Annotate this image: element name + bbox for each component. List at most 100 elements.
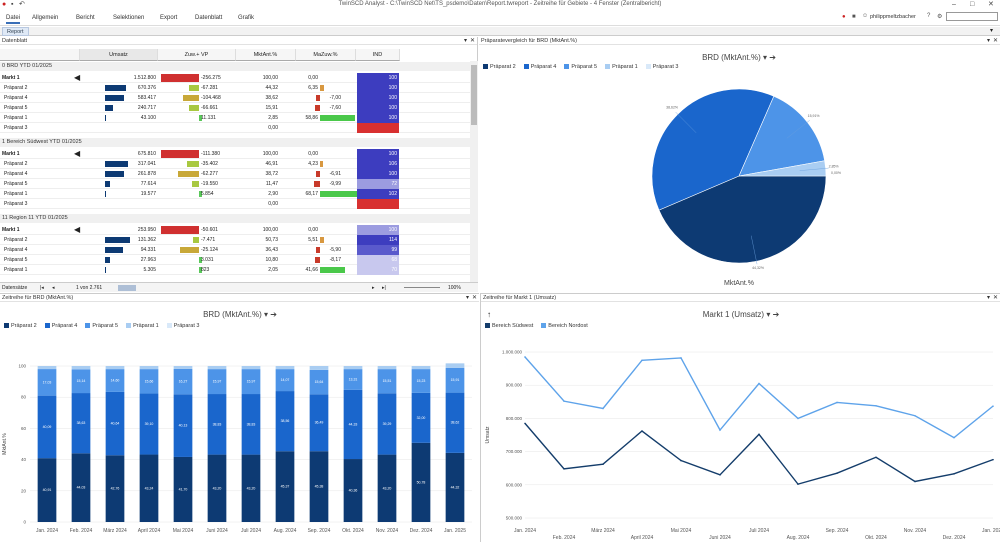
menu-grafik[interactable]: Grafik — [238, 15, 255, 21]
ind-value: 100 — [357, 113, 399, 123]
undo-icon[interactable]: ↶ — [19, 1, 25, 8]
bar-segment — [309, 394, 329, 452]
line-measure-selector[interactable]: Markt 1 (Umsatz) ▾ ➔ — [661, 310, 821, 319]
pie-measure-selector[interactable]: BRD (MktAnt.%) ▾ ➔ — [659, 53, 819, 62]
legend-item[interactable]: Präparat 2 — [483, 64, 516, 70]
table-row[interactable]: Präparat 1 5.305 823 2,05 41,66 70 — [0, 265, 470, 275]
table-row[interactable]: Präparat 5 240.717 -66.661 15,91 -7,60 100 — [0, 103, 470, 113]
table-row[interactable]: Präparat 5 77.614 -19.550 11,47 -9,99 72 — [0, 179, 470, 189]
tabs-dropdown-icon[interactable]: ▾ — [990, 28, 994, 34]
legend-item[interactable]: Präparat 5 — [564, 64, 597, 70]
arrow-right-icon[interactable]: ➔ — [772, 310, 780, 319]
bar-segment — [275, 391, 295, 452]
panel-close-icon[interactable]: ✕ — [471, 295, 477, 301]
pin-icon[interactable]: ▾ — [465, 295, 469, 301]
zuw-value: -35.402 — [201, 161, 218, 167]
prev-record-button[interactable]: ◂ — [52, 285, 55, 291]
menu-datenblatt[interactable]: Datenblatt — [195, 15, 223, 21]
legend-item[interactable]: Präparat 5 — [85, 323, 118, 329]
column-header-maz[interactable]: MaZuw.% — [296, 49, 356, 61]
column-header-umsatz[interactable]: Umsatz — [80, 49, 158, 61]
line-selector-label: Markt 1 (Umsatz) — [702, 310, 765, 319]
column-header-zuw[interactable]: Zuw.+ VP — [158, 49, 236, 61]
group-header[interactable]: 11 Region 11 YTD 01/2025 — [0, 214, 470, 223]
table-row[interactable]: Markt 1 ◀ 253.950 -50.601 100,00 0,00 100 — [0, 225, 470, 235]
table-row[interactable]: Präparat 2 317.041 -35.402 46,91 4,23 106 — [0, 159, 470, 169]
collapse-arrow-icon[interactable]: ◀ — [74, 149, 81, 158]
bar-segment — [105, 369, 125, 392]
help-icon[interactable]: ? — [927, 13, 931, 19]
zoom-slider[interactable] — [404, 287, 440, 288]
legend-label: Präparat 4 — [530, 64, 557, 70]
row-label: Präparat 4 — [4, 95, 28, 101]
column-header-mkt[interactable]: MktAnt.% — [236, 49, 296, 61]
bar-segment — [71, 369, 91, 394]
bar-measure-selector[interactable]: BRD (MktAnt.%) ▾ ➔ — [160, 310, 320, 319]
first-record-button[interactable]: |◂ — [40, 285, 44, 291]
legend-item[interactable]: Präparat 4 — [44, 323, 77, 329]
pie-data-label: 15,91% — [808, 114, 820, 118]
save-icon[interactable]: ▪ — [11, 1, 14, 8]
collapse-arrow-icon[interactable]: ◀ — [74, 225, 81, 234]
legend-item[interactable]: Präparat 1 — [126, 323, 159, 329]
legend-item[interactable]: Präparat 3 — [166, 323, 200, 329]
menu-datei[interactable]: Datei — [6, 15, 21, 24]
stop-icon[interactable]: ■ — [852, 14, 856, 20]
menu-export[interactable]: Export — [160, 15, 178, 21]
menu-bericht[interactable]: Bericht — [76, 15, 95, 21]
table-row[interactable]: Präparat 2 131.362 -7.471 50,73 5,51 114 — [0, 235, 470, 245]
panel-close-icon[interactable]: ✕ — [469, 38, 475, 44]
table-row[interactable]: Präparat 1 43.100 11.131 2,85 58,86 100 — [0, 113, 470, 123]
menu-allgemein[interactable]: Allgemein — [32, 15, 59, 21]
tab-report[interactable]: Report — [2, 27, 29, 36]
legend-item[interactable]: Bereich Südwest — [485, 323, 533, 329]
table-row[interactable]: Markt 1 ◀ 675.810 -111.380 100,00 0,00 100 — [0, 149, 470, 159]
panel-close-icon[interactable]: ✕ — [992, 38, 998, 44]
arrow-right-icon[interactable]: ➔ — [270, 310, 277, 319]
group-header[interactable]: 1 Bereich Südwest YTD 01/2025 — [0, 138, 470, 147]
table-row[interactable]: Präparat 4 94.331 -25.124 36,43 -5,90 99 — [0, 245, 470, 255]
legend-item[interactable]: Präparat 2 — [4, 323, 37, 329]
panel-close-icon[interactable]: ✕ — [992, 295, 998, 301]
data-point — [914, 414, 916, 417]
last-record-button[interactable]: ▸| — [382, 285, 386, 291]
table-row[interactable]: Präparat 5 27.963 3.031 10,80 -8,17 68 — [0, 255, 470, 265]
legend-label: Präparat 3 — [173, 323, 200, 329]
scrollbar-thumb[interactable] — [471, 65, 477, 125]
search-input[interactable] — [946, 12, 998, 21]
legend-item[interactable]: Bereich Nordost — [541, 323, 588, 329]
group-header[interactable]: 0 BRD YTD 01/2025 — [0, 62, 470, 71]
record-icon[interactable]: ● — [842, 14, 846, 20]
bar-data-label: 42,76 — [111, 487, 120, 491]
legend-item[interactable]: Präparat 1 — [605, 64, 638, 70]
minimize-button[interactable]: – — [952, 1, 956, 8]
arrow-right-icon[interactable]: ➔ — [769, 53, 776, 62]
close-button[interactable]: ✕ — [988, 1, 994, 8]
table-row[interactable]: Präparat 3 0,00 — [0, 123, 470, 133]
table-row[interactable]: Präparat 4 583.417 -104.468 38,62 -7,00 100 — [0, 93, 470, 103]
table-row[interactable]: Markt 1 ◀ 1.512.800 -256.275 100,00 0,00 100 — [0, 73, 470, 83]
maximize-button[interactable]: □ — [970, 1, 975, 8]
column-header-ind[interactable]: IND — [356, 49, 400, 61]
bar-data-label: 44,03 — [77, 486, 86, 490]
bar-data-label: 38,63 — [77, 421, 86, 425]
table-row[interactable]: Präparat 2 670.376 -67.281 44,32 6,35 100 — [0, 83, 470, 93]
table-row[interactable]: Präparat 4 261.878 -62.277 38,72 -6,91 100 — [0, 169, 470, 179]
bar-data-label: 15,97 — [213, 380, 222, 384]
horizontal-scrollbar-thumb[interactable] — [118, 285, 136, 291]
collapse-arrow-icon[interactable]: ◀ — [74, 73, 81, 82]
vertical-scrollbar[interactable] — [470, 61, 478, 282]
umsatz-bar — [105, 191, 106, 197]
pin-icon[interactable]: ▾ — [463, 38, 467, 44]
pin-icon[interactable]: ▾ — [986, 38, 990, 44]
arrow-up-icon[interactable]: ↑ — [487, 310, 491, 319]
settings-icon[interactable]: ⚙ — [937, 14, 943, 20]
legend-item[interactable]: Präparat 3 — [645, 64, 678, 70]
pin-icon[interactable]: ▾ — [986, 295, 990, 301]
table-row[interactable]: Präparat 1 19.577 5.854 2,90 68,17 102 — [0, 189, 470, 199]
next-record-button[interactable]: ▸ — [372, 285, 375, 291]
menu-selektionen[interactable]: Selektionen — [113, 15, 145, 21]
table-row[interactable]: Präparat 3 0,00 — [0, 199, 470, 209]
legend-item[interactable]: Präparat 4 — [523, 64, 557, 70]
pie-axis-label: MktAnt.% — [724, 280, 754, 287]
